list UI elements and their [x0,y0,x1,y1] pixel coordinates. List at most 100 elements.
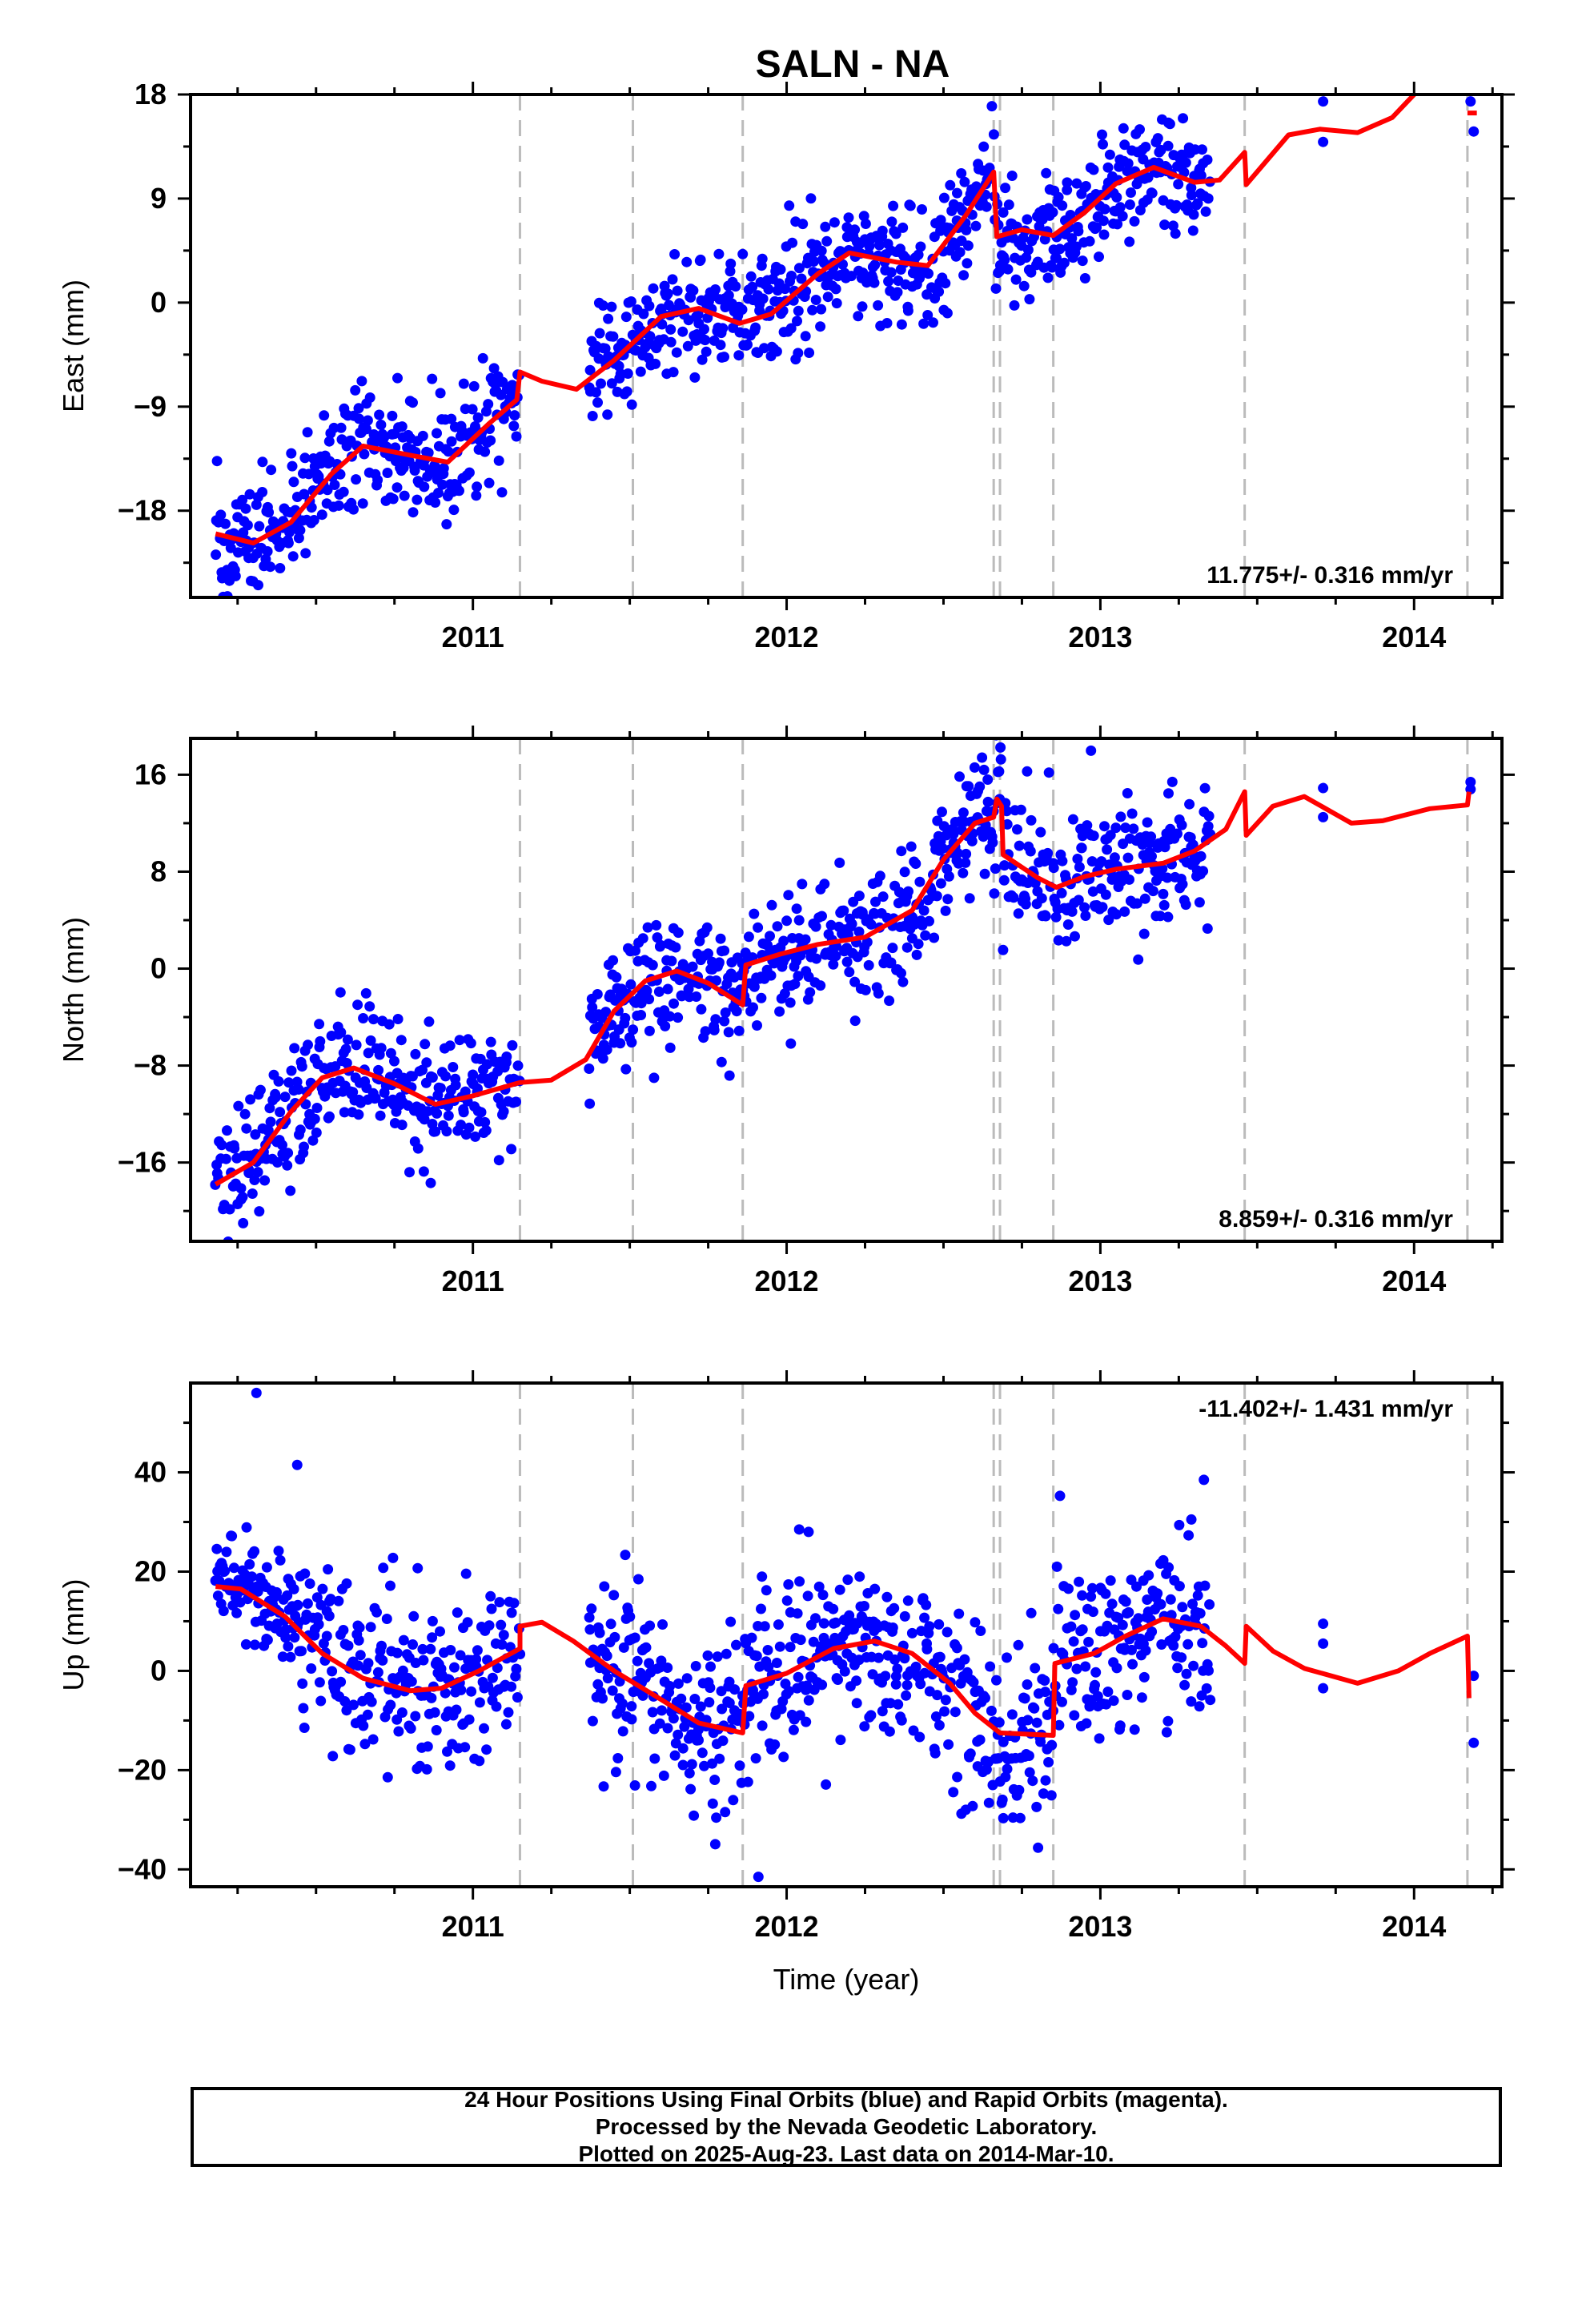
data-point [942,894,954,905]
data-point [761,1585,772,1596]
data-point [1157,863,1168,875]
data-point [791,903,802,915]
data-point [496,487,508,498]
data-point [665,324,677,335]
data-point [373,1064,384,1076]
data-point [1033,1842,1044,1853]
data-point [242,520,253,531]
data-point [1022,766,1033,777]
data-point [899,866,910,878]
data-point [704,1697,715,1708]
data-point [1180,899,1191,911]
data-point [649,1753,661,1764]
data-point [432,1108,443,1119]
data-point [785,323,797,334]
data-point [464,1714,475,1725]
y-tick-label: 0 [151,286,167,319]
data-point [435,1626,445,1637]
data-point [897,222,909,233]
data-point [425,1177,436,1188]
data-point [1126,1644,1137,1655]
data-point [1048,1642,1059,1654]
data-point [1035,826,1046,838]
data-point [362,415,373,426]
data-point [396,421,408,432]
data-point [449,1662,460,1673]
data-point [1026,1607,1037,1618]
data-point [778,1751,789,1763]
data-point [717,1703,728,1715]
data-point [620,312,632,323]
data-point [409,465,420,476]
data-point [1070,931,1080,942]
east-points [211,96,1480,597]
data-point [863,959,874,971]
data-point [1038,1788,1049,1799]
data-point [731,1006,742,1017]
data-point [1152,133,1163,144]
data-point [669,998,679,1009]
data-point [966,835,978,846]
data-point [1051,1561,1062,1572]
data-point [464,1122,475,1133]
data-point [1195,850,1207,862]
data-point [793,915,805,926]
data-point [874,870,885,882]
data-point [804,348,815,358]
data-point [913,249,924,260]
data-point [360,987,371,999]
data-point [1096,856,1107,867]
data-point [789,979,801,990]
data-point [677,991,687,1002]
data-point [444,1040,456,1051]
data-point [431,1725,442,1735]
data-point [817,911,827,922]
data-point [720,1007,731,1018]
data-point [356,376,367,387]
data-point [262,546,273,557]
data-point [511,1663,522,1675]
data-point [958,270,970,281]
data-point [302,1598,313,1609]
data-point [597,1053,608,1064]
data-point [1030,1663,1041,1674]
data-point [1054,243,1066,255]
data-point [644,994,655,1005]
data-point [1074,1576,1085,1587]
data-point [737,248,749,259]
data-point [307,1135,319,1146]
data-point [1026,814,1037,826]
data-point [498,1106,509,1117]
data-point [460,1742,471,1753]
data-point [1203,821,1214,832]
data-point [1091,222,1102,233]
data-point [1020,899,1031,910]
data-point [245,1094,256,1105]
data-point [1046,262,1058,273]
data-point [286,448,297,459]
data-point [709,1775,721,1785]
data-point [677,1743,689,1754]
data-point [1097,129,1107,140]
data-point [483,399,494,410]
data-point [686,1759,697,1770]
data-point [1050,911,1062,923]
x-tick-label: 2013 [1068,621,1132,653]
data-point [870,896,881,907]
data-point [762,939,773,951]
data-point [385,1580,396,1591]
data-point [311,1103,323,1113]
y-tick-label: −8 [134,1049,167,1082]
data-point [651,919,662,931]
data-point [970,1617,981,1628]
data-point [982,774,994,785]
data-point [1468,1671,1480,1682]
data-point [805,987,816,998]
data-point [723,290,734,301]
data-point [810,295,821,305]
data-point [950,1707,961,1718]
data-point [584,364,596,376]
rate-label: -11.402+/- 1.431 mm/yr [1199,1396,1453,1422]
data-point [857,301,868,312]
data-point [609,1631,620,1642]
